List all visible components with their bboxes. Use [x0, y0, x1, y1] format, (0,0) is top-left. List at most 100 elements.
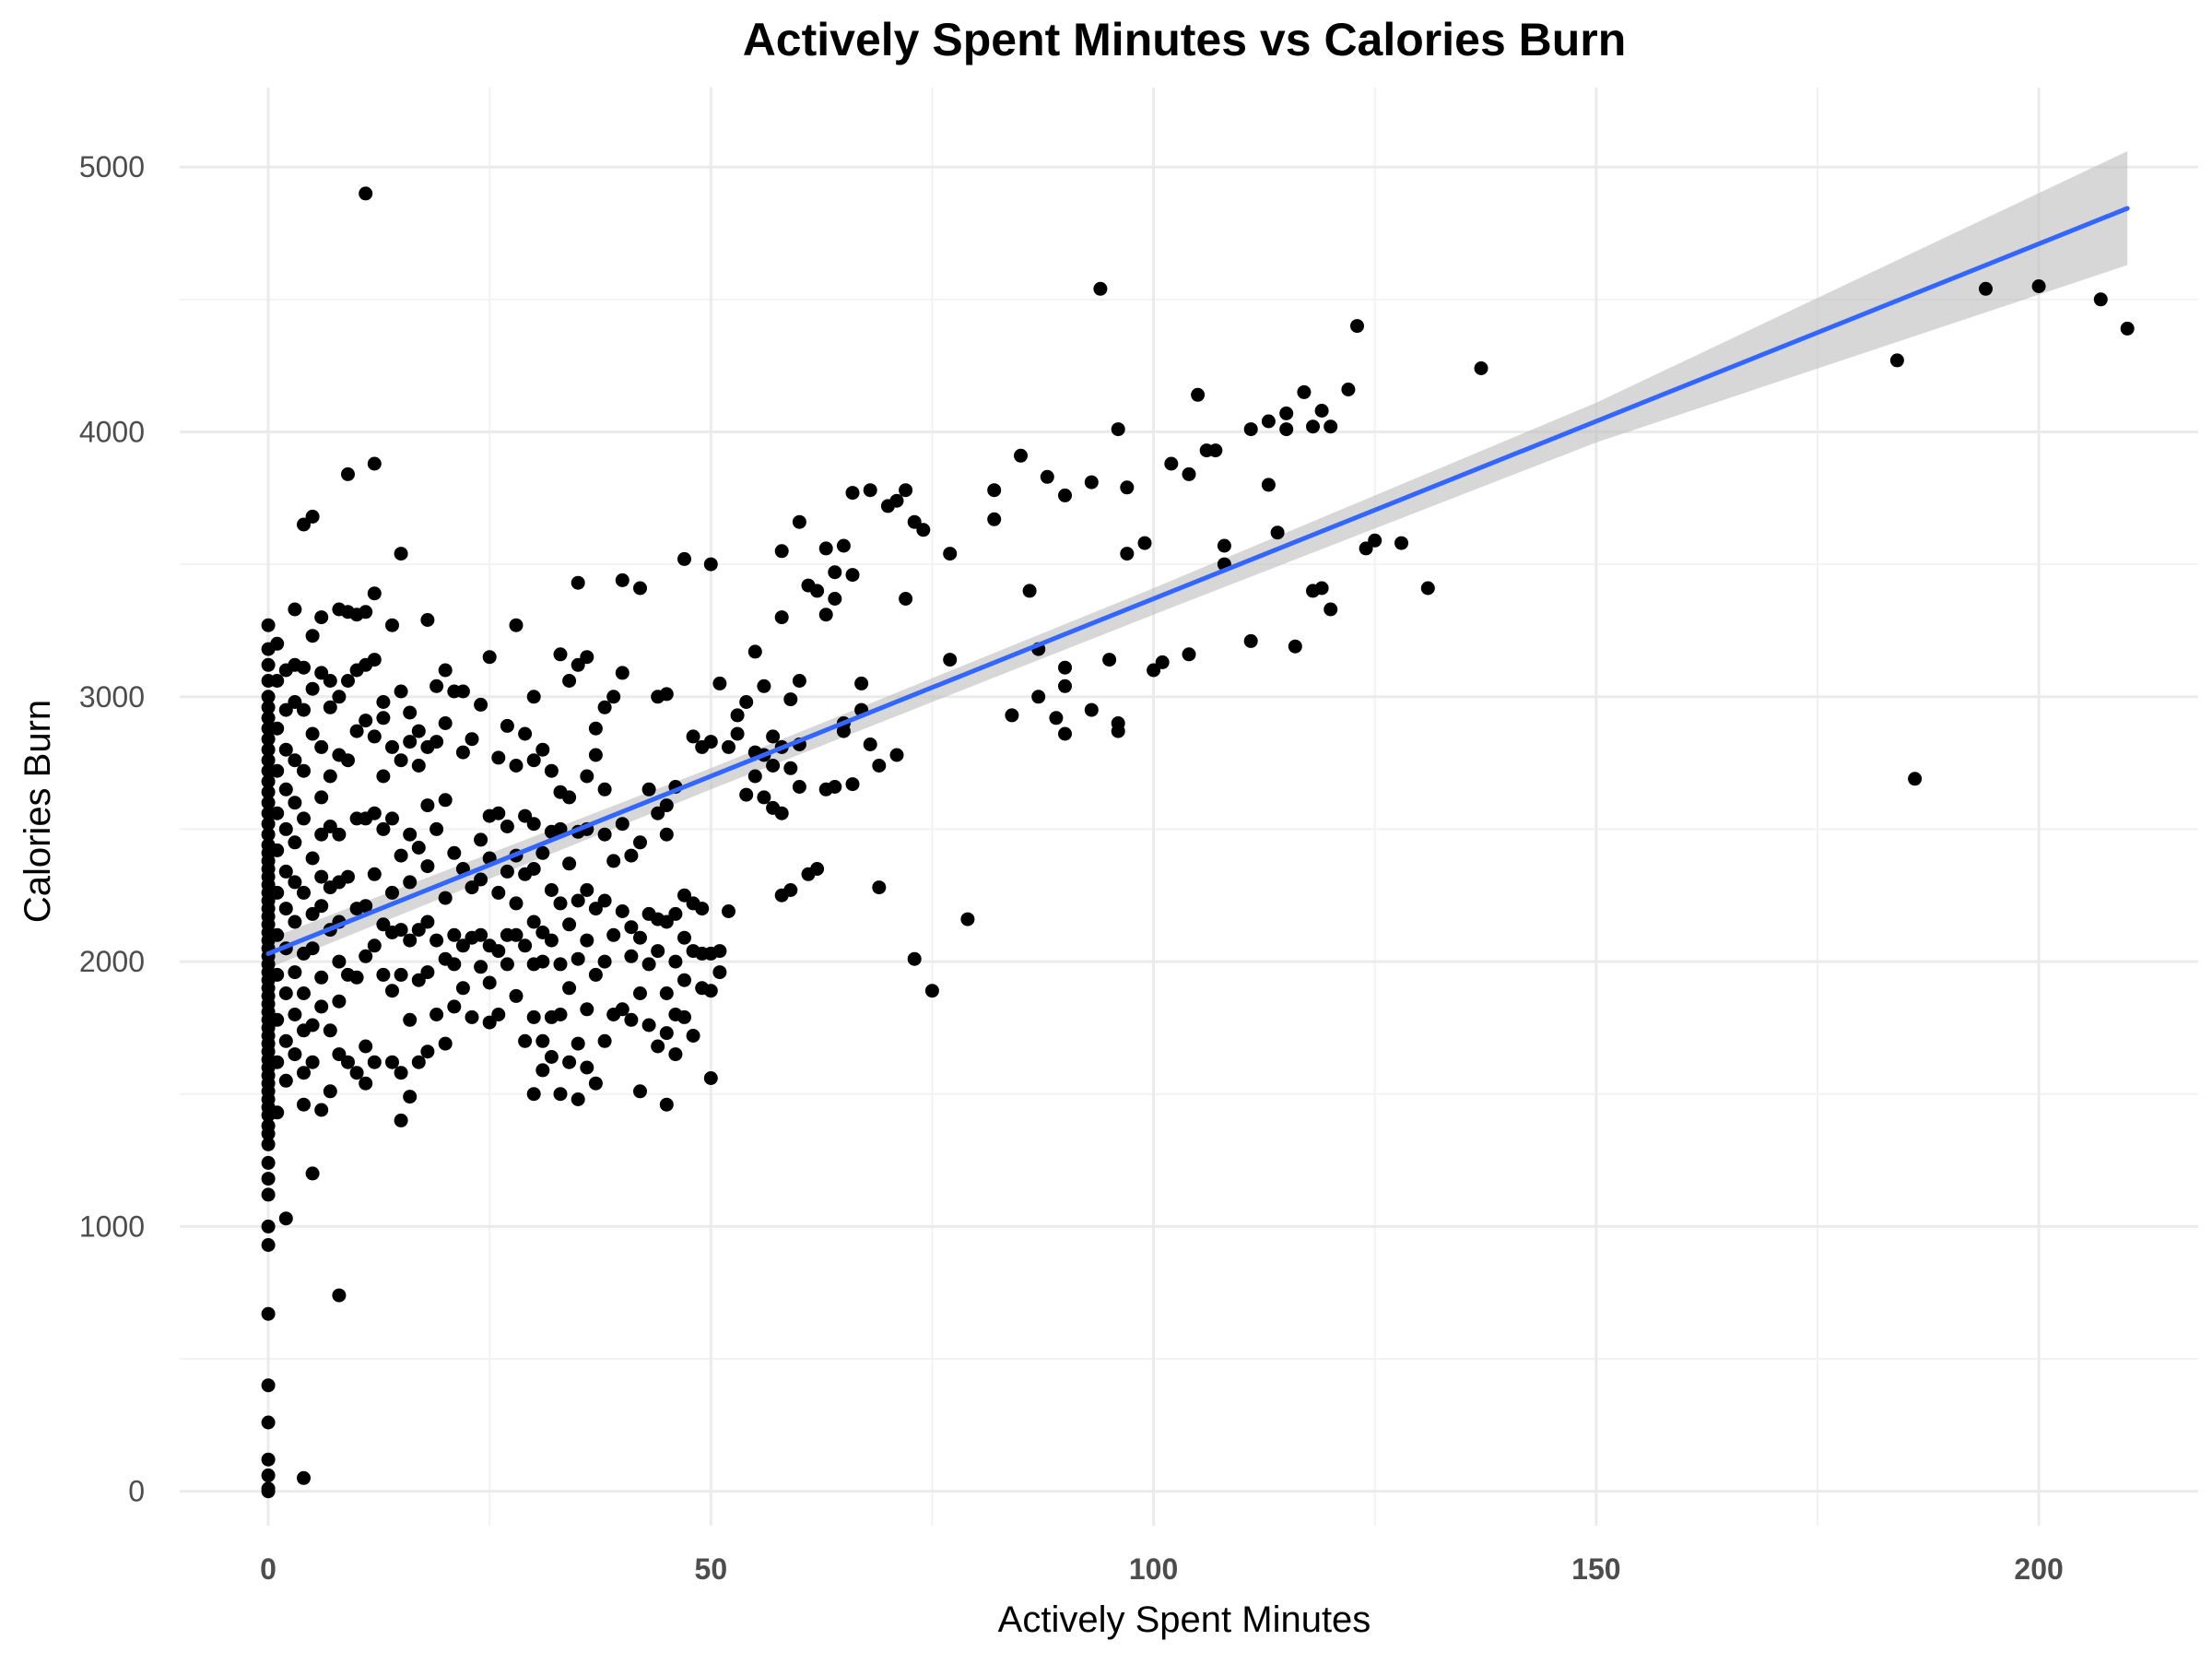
y-tick-label: 5000: [79, 150, 145, 183]
data-point: [907, 514, 922, 529]
data-point: [297, 885, 311, 900]
data-point: [1022, 584, 1037, 598]
data-point: [367, 806, 382, 820]
data-point: [1111, 422, 1125, 437]
data-point: [792, 780, 806, 794]
data-point: [278, 821, 293, 836]
data-point: [261, 657, 276, 672]
data-point: [960, 912, 975, 926]
data-point: [783, 692, 798, 707]
data-point: [261, 1172, 276, 1186]
data-point: [580, 1060, 594, 1075]
data-point: [889, 748, 904, 762]
data-point: [774, 610, 789, 625]
data-point: [792, 514, 806, 529]
data-point: [526, 690, 541, 704]
y-tick-label: 0: [128, 1475, 145, 1508]
data-point: [615, 904, 629, 918]
data-point: [261, 1452, 276, 1467]
data-point: [739, 787, 754, 802]
data-point: [500, 864, 514, 879]
data-point: [615, 1002, 629, 1017]
data-point: [278, 742, 293, 757]
data-point: [526, 817, 541, 832]
data-point: [385, 618, 399, 632]
data-point: [845, 777, 860, 792]
data-point: [712, 676, 727, 690]
data-point: [455, 745, 470, 760]
data-point: [359, 714, 373, 728]
data-point: [987, 483, 1002, 498]
data-point: [1155, 655, 1170, 669]
data-point: [535, 845, 550, 860]
data-point: [491, 1008, 506, 1021]
data-point: [562, 790, 577, 805]
y-tick-label: 4000: [79, 415, 145, 448]
data-point: [261, 827, 276, 842]
data-point: [394, 684, 408, 699]
data-point: [722, 904, 735, 918]
data-point: [810, 862, 825, 876]
data-point: [863, 483, 877, 498]
data-point: [1270, 525, 1285, 540]
data-point: [376, 967, 391, 982]
data-point: [359, 186, 373, 201]
data-point: [314, 790, 329, 805]
data-point: [314, 827, 329, 842]
data-point: [526, 1087, 541, 1102]
data-point: [367, 456, 382, 471]
data-point: [783, 883, 798, 897]
data-point: [261, 774, 276, 789]
data-point: [1324, 602, 1338, 617]
data-point: [403, 875, 418, 890]
data-point: [385, 811, 399, 826]
data-point: [924, 984, 939, 998]
data-point: [571, 657, 585, 672]
data-point: [730, 726, 745, 741]
grid-layer: [180, 88, 2198, 1526]
data-point: [1324, 419, 1338, 434]
data-point: [270, 1012, 285, 1027]
data-point: [385, 885, 399, 900]
data-point: [588, 967, 603, 982]
data-point: [899, 483, 913, 498]
data-point: [394, 923, 408, 938]
data-point: [261, 1155, 276, 1170]
y-tick-label: 3000: [79, 680, 145, 714]
data-point: [1261, 414, 1276, 429]
data-point: [278, 986, 293, 1000]
data-point: [747, 769, 762, 784]
data-point: [686, 1029, 700, 1043]
data-point: [376, 917, 391, 932]
data-point: [597, 954, 612, 969]
data-point: [703, 735, 718, 749]
data-point: [270, 763, 285, 778]
data-point: [1243, 633, 1258, 648]
data-point: [562, 981, 577, 996]
data-point: [766, 759, 781, 773]
data-point: [278, 1073, 293, 1088]
data-point: [297, 763, 311, 778]
data-point: [766, 729, 781, 744]
data-point: [349, 970, 364, 985]
data-point: [261, 817, 276, 832]
data-point: [314, 666, 329, 680]
data-point: [394, 547, 408, 561]
data-point: [403, 1012, 418, 1027]
y-tick-labels: 0 1000 2000 3000 4000 5000: [79, 150, 145, 1507]
y-tick-label: 2000: [79, 945, 145, 978]
data-point: [633, 930, 647, 945]
data-point: [403, 827, 418, 842]
data-point: [288, 915, 302, 929]
data-point: [1147, 663, 1161, 678]
data-point: [332, 690, 347, 704]
data-point: [668, 1047, 683, 1062]
y-tick-label: 1000: [79, 1210, 145, 1243]
data-point: [703, 984, 718, 998]
data-point: [624, 1012, 639, 1027]
data-point: [1279, 406, 1294, 420]
data-point: [1420, 581, 1435, 596]
data-point: [411, 841, 426, 855]
data-point: [359, 605, 373, 620]
data-point: [385, 1055, 399, 1069]
